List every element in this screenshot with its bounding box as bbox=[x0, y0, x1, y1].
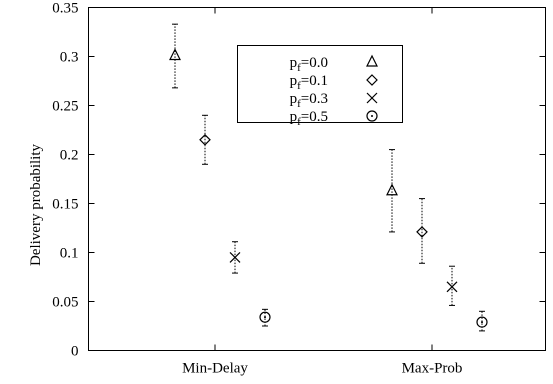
y-tick-label: 0.25 bbox=[52, 99, 78, 115]
plot-frame bbox=[88, 7, 546, 351]
data-point bbox=[386, 149, 398, 233]
y-tick-label: 0.1 bbox=[60, 246, 79, 262]
data-point bbox=[259, 308, 271, 327]
x-tick-label: Max-Prob bbox=[402, 361, 463, 377]
point-marker bbox=[199, 133, 211, 146]
data-point bbox=[416, 198, 428, 264]
data-point bbox=[229, 241, 241, 274]
point-marker bbox=[259, 311, 271, 323]
point-marker bbox=[386, 183, 398, 196]
legend-marker bbox=[366, 92, 378, 104]
point-marker bbox=[229, 251, 241, 263]
data-points bbox=[169, 23, 488, 332]
marker-stroke bbox=[229, 251, 241, 263]
marker-dot bbox=[371, 115, 373, 117]
y-tick-label: 0.3 bbox=[60, 50, 79, 66]
legend-label: pf=0.3 bbox=[290, 91, 328, 110]
data-point bbox=[446, 265, 458, 306]
data-point bbox=[476, 310, 488, 332]
y-axis-label: Delivery probability bbox=[28, 143, 44, 266]
legend-box bbox=[237, 45, 403, 123]
legend-label: pf=0.0 bbox=[290, 55, 328, 74]
marker-ring bbox=[259, 311, 271, 323]
legend-label: pf=0.1 bbox=[290, 73, 328, 92]
legend-marker bbox=[366, 110, 378, 122]
point-marker bbox=[416, 226, 428, 238]
marker-dot bbox=[481, 321, 483, 324]
y-tick-label: 0.2 bbox=[60, 148, 79, 164]
y-tick-label: 0.05 bbox=[52, 295, 78, 311]
marker-stroke bbox=[446, 281, 458, 293]
legend: pf=0.0pf=0.1pf=0.3pf=0.5 bbox=[237, 45, 403, 128]
x-axis-ticks: Min-Delay Max-Prob bbox=[182, 7, 463, 377]
point-marker bbox=[446, 281, 458, 293]
legend-label: pf=0.5 bbox=[290, 109, 328, 128]
marker-dot bbox=[264, 316, 266, 319]
y-tick-label: 0 bbox=[71, 344, 79, 360]
y-tick-label: 0.15 bbox=[52, 197, 78, 213]
marker-ring bbox=[366, 110, 378, 122]
data-point bbox=[199, 114, 211, 165]
point-marker bbox=[476, 316, 488, 328]
y-axis-ticks: 0 0.05 0.1 0.15 0.2 0.25 0.3 0.35 bbox=[52, 1, 546, 360]
data-point bbox=[169, 23, 181, 89]
legend-marker bbox=[366, 74, 378, 86]
marker-stroke bbox=[366, 92, 378, 104]
marker-ring bbox=[476, 316, 488, 328]
x-tick-label: Min-Delay bbox=[182, 361, 248, 377]
y-tick-label: 0.35 bbox=[52, 1, 78, 17]
point-marker bbox=[169, 48, 181, 61]
legend-marker bbox=[366, 54, 378, 67]
